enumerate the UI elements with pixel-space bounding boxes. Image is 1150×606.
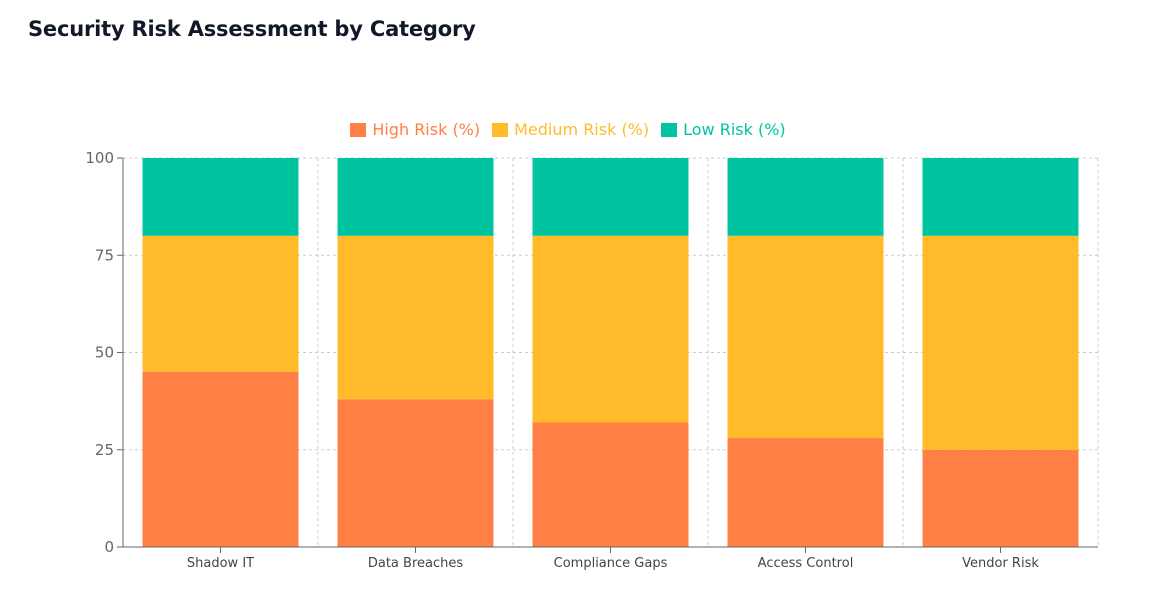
axes: 0 25 50 75 100 Shadow IT Data Breaches Complian…: [85, 149, 1098, 571]
x-tick-label: Data Breaches: [368, 556, 463, 571]
bar-compliance-gaps-low-risk[interactable]: [532, 158, 689, 236]
bar-shadow-it-low-risk[interactable]: [142, 158, 299, 236]
y-tick-label: 50: [95, 344, 114, 362]
bar-access-control-medium-risk[interactable]: [727, 235, 884, 439]
bar-access-control-low-risk[interactable]: [727, 158, 884, 236]
bar-vendor-risk-medium-risk[interactable]: [922, 235, 1079, 450]
y-tick-label: 75: [95, 246, 114, 264]
bar-data-breaches-low-risk[interactable]: [337, 158, 494, 236]
bar-data-breaches-high-risk[interactable]: [337, 399, 494, 547]
x-tick-label: Compliance Gaps: [554, 556, 668, 571]
y-tick-label: 0: [104, 538, 114, 556]
bar-compliance-gaps-high-risk[interactable]: [532, 422, 689, 547]
x-tick-label: Vendor Risk: [962, 556, 1039, 571]
legend-label-medium-risk: Medium Risk (%): [514, 120, 650, 139]
legend-swatch-high-risk: [350, 122, 367, 137]
legend-label-low-risk: Low Risk (%): [683, 120, 786, 139]
legend-swatch-low-risk: [661, 122, 678, 137]
legend-item-medium-risk[interactable]: Medium Risk (%): [492, 120, 649, 139]
bar-shadow-it-medium-risk[interactable]: [142, 235, 299, 372]
bar-data-breaches-medium-risk[interactable]: [337, 235, 494, 400]
bar-vendor-risk-high-risk[interactable]: [922, 449, 1079, 547]
legend-swatch-medium-risk: [492, 122, 509, 137]
bar-shadow-it-high-risk[interactable]: [142, 371, 299, 547]
bars: [142, 158, 1079, 547]
legend-item-low-risk[interactable]: Low Risk (%): [661, 120, 786, 139]
x-tick-label: Access Control: [758, 556, 854, 571]
x-tick-label: Shadow IT: [187, 556, 254, 571]
bar-access-control-high-risk[interactable]: [727, 438, 884, 547]
y-tick-label: 100: [85, 149, 114, 167]
legend-item-high-risk[interactable]: High Risk (%): [350, 120, 480, 139]
bar-vendor-risk-low-risk[interactable]: [922, 158, 1079, 236]
y-tick-label: 25: [95, 441, 114, 459]
chart-title: Security Risk Assessment by Category: [28, 17, 476, 41]
legend-label-high-risk: High Risk (%): [372, 120, 481, 139]
chart-legend: High Risk (%) Medium Risk (%) Low Risk (…: [0, 120, 1136, 139]
bar-compliance-gaps-medium-risk[interactable]: [532, 235, 689, 423]
